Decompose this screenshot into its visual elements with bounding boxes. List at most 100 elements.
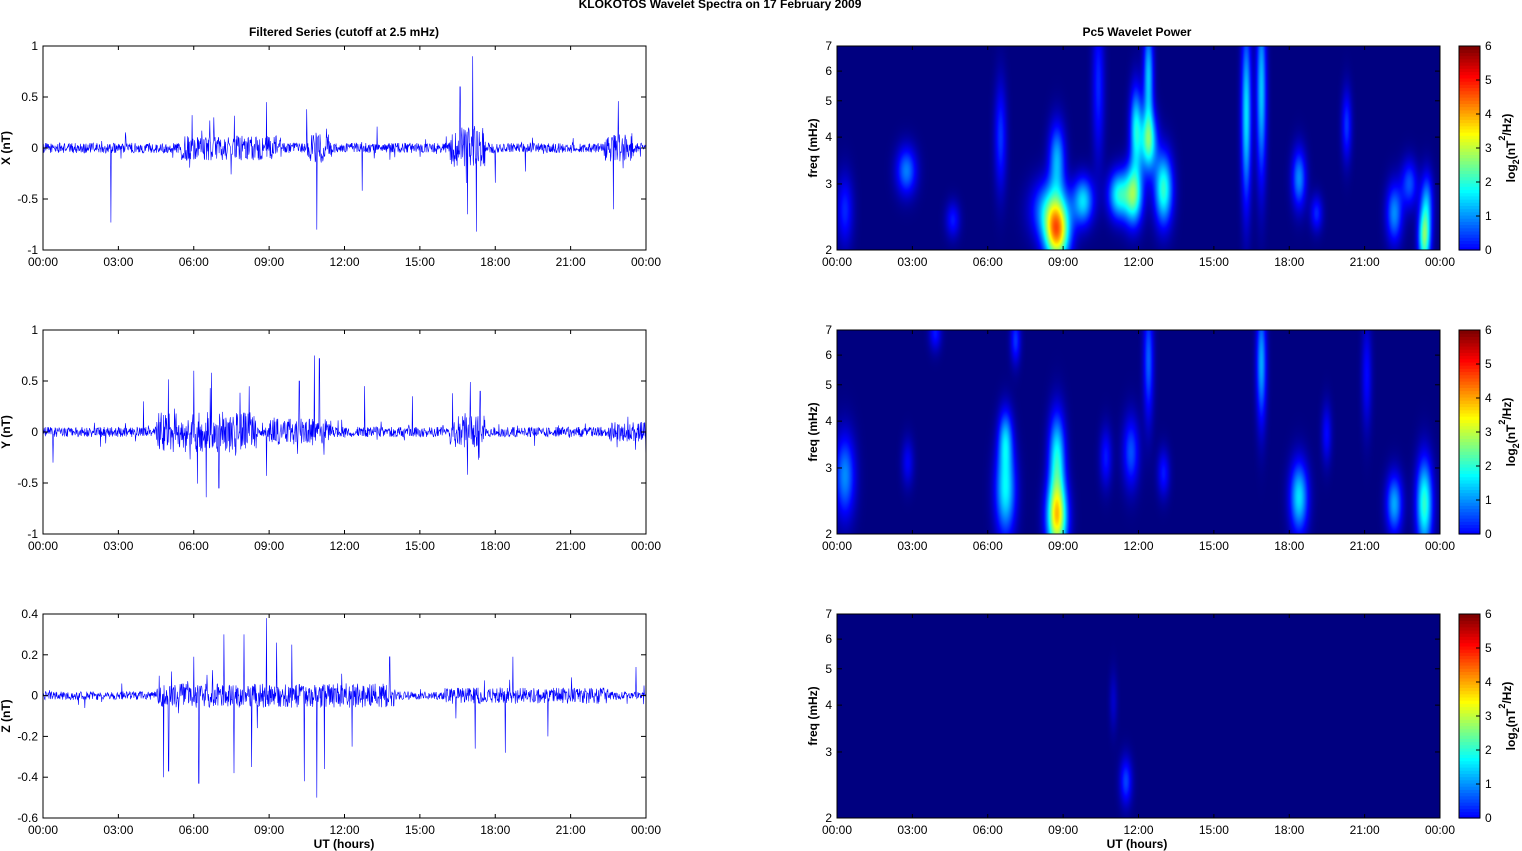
- x-wavelet-power-colorbar-step: [1459, 84, 1480, 89]
- y-wavelet-power-colorbar-tick-label-2: 2: [1485, 459, 1492, 473]
- y-series-ytick-label-1: -0.5: [17, 476, 38, 490]
- y-wavelet-power-colorbar-step: [1459, 384, 1480, 388]
- x-wavelet-power-ytick-label-3: 5: [825, 94, 832, 108]
- y-wavelet-power-colorbar-step: [1459, 425, 1480, 430]
- x-wavelet-power-colorbar-step: [1459, 52, 1480, 57]
- z-wavelet-power-colorbar-tick-label-6: 6: [1485, 607, 1492, 621]
- y-wavelet-power-ytick-label-5: 7: [825, 323, 832, 337]
- x-series-ytick-label-4: 1: [31, 39, 38, 53]
- z-wavelet-power-colorbar-step: [1459, 716, 1480, 720]
- z-wavelet-power-colorbar-step: [1459, 741, 1480, 746]
- y-wavelet-power-colorbar-step: [1459, 342, 1480, 347]
- left-x-axis-label: UT (hours): [314, 837, 375, 851]
- x-wavelet-power-colorbar-step: [1459, 221, 1480, 226]
- z-series-ylabel: Z (nT): [0, 699, 13, 732]
- x-wavelet-power-colorbar-step: [1459, 77, 1480, 82]
- z-series-panel: -0.6 -0.4 -0.2 0 0.2 0.4 00:00 03:00 06:00 09:00 1…: [0, 607, 661, 837]
- y-wavelet-power-colorbar-step: [1459, 355, 1480, 360]
- x-wavelet-power-colorbar-step: [1459, 189, 1480, 194]
- y-wavelet-power-colorbar-step: [1459, 489, 1480, 494]
- x-wavelet-power-colorbar-step: [1459, 192, 1480, 197]
- y-series-ytick-label-2: 0: [31, 425, 38, 439]
- z-wavelet-power-colorbar-step: [1459, 811, 1480, 816]
- x-wavelet-power-colorbar-tick-label-3: 3: [1485, 141, 1492, 155]
- y-wavelet-power-xtick-label-2: 06:00: [973, 539, 1003, 553]
- z-wavelet-power-colorbar-step: [1459, 754, 1480, 759]
- y-wavelet-power-colorbar-step: [1459, 403, 1480, 408]
- z-wavelet-power-colorbar-step: [1459, 684, 1480, 688]
- z-wavelet-power-colorbar-step: [1459, 744, 1480, 749]
- z-wavelet-power-colorbar-step: [1459, 763, 1480, 768]
- x-wavelet-power-power-map: [837, 46, 1440, 250]
- z-wavelet-power-colorbar-step: [1459, 696, 1480, 701]
- x-wavelet-power-colorbar-step: [1459, 211, 1480, 216]
- x-wavelet-power-colorbar-step: [1459, 218, 1480, 222]
- z-wavelet-power-colorbar-step: [1459, 626, 1480, 631]
- y-wavelet-power-colorbar-step: [1459, 505, 1480, 510]
- z-wavelet-power-colorbar-step: [1459, 767, 1480, 771]
- z-series-xtick-label-0: 00:00: [28, 823, 58, 837]
- x-wavelet-power-colorbar-step: [1459, 71, 1480, 76]
- x-series-ytick-label-1: -0.5: [17, 192, 38, 206]
- colorbar-label-part: log: [1504, 448, 1518, 466]
- x-wavelet-power-colorbar-step: [1459, 173, 1480, 178]
- colorbar-label-part: 2: [1497, 420, 1507, 425]
- z-wavelet-power-colorbar-step: [1459, 760, 1480, 765]
- y-wavelet-power-colorbar-step: [1459, 432, 1480, 436]
- y-series-xtick-label-4: 12:00: [329, 539, 359, 553]
- y-series-ytick-label-3: 0.5: [21, 374, 38, 388]
- x-wavelet-power-colorbar-step: [1459, 65, 1480, 69]
- z-wavelet-power-colorbar-step: [1459, 671, 1480, 676]
- z-wavelet-power-colorbar-step: [1459, 757, 1480, 762]
- z-wavelet-power-xtick-label-4: 12:00: [1123, 823, 1153, 837]
- z-wavelet-power-colorbar-step: [1459, 649, 1480, 653]
- x-wavelet-power-colorbar-step: [1459, 138, 1480, 143]
- y-wavelet-power-colorbar-step: [1459, 447, 1480, 452]
- y-wavelet-power-colorbar-step: [1459, 371, 1480, 376]
- y-wavelet-power-colorbar-step: [1459, 400, 1480, 404]
- x-wavelet-power-colorbar-step: [1459, 106, 1480, 111]
- colorbar-label-part: (nT: [1504, 424, 1518, 443]
- z-wavelet-power-colorbar-step: [1459, 792, 1480, 797]
- x-series-ylabel: X (nT): [0, 131, 13, 165]
- y-wavelet-power-xtick-label-0: 00:00: [822, 539, 852, 553]
- x-wavelet-power-colorbar-step: [1459, 208, 1480, 213]
- z-wavelet-power-xtick-label-2: 06:00: [973, 823, 1003, 837]
- z-series-plot-area: [43, 614, 646, 818]
- y-wavelet-power-colorbar-step: [1459, 483, 1480, 487]
- x-wavelet-power-colorbar-step: [1459, 87, 1480, 92]
- y-series-xtick-label-6: 18:00: [480, 539, 510, 553]
- x-wavelet-power-colorbar-step: [1459, 116, 1480, 120]
- z-wavelet-power-ytick-label-2: 4: [825, 698, 832, 712]
- z-wavelet-power-colorbar-step: [1459, 614, 1480, 618]
- y-series-xtick-label-1: 03:00: [103, 539, 133, 553]
- colorbar-label-part: 2: [1511, 727, 1521, 732]
- y-wavelet-power-colorbar-step: [1459, 463, 1480, 468]
- y-wavelet-power-colorbar-step: [1459, 441, 1480, 446]
- colorbar-label-part: /Hz): [1500, 682, 1514, 704]
- y-wavelet-power-colorbar-step: [1459, 349, 1480, 353]
- x-wavelet-power-colorbar-step: [1459, 58, 1480, 63]
- z-wavelet-power-colorbar-step: [1459, 693, 1480, 698]
- y-wavelet-power-colorbar-tick-label-4: 4: [1485, 391, 1492, 405]
- x-wavelet-power-colorbar-step: [1459, 199, 1480, 203]
- y-wavelet-power-colorbar-tick-label-0: 0: [1485, 527, 1492, 541]
- x-wavelet-power-colorbar-step: [1459, 243, 1480, 248]
- x-series-ytick-label-2: 0: [31, 141, 38, 155]
- z-wavelet-power-colorbar-step: [1459, 661, 1480, 666]
- x-wavelet-power-colorbar-step: [1459, 154, 1480, 159]
- left-column-title: Filtered Series (cutoff at 2.5 mHz): [249, 25, 439, 39]
- z-wavelet-power-colorbar-step: [1459, 782, 1480, 787]
- x-wavelet-power-colorbar-step: [1459, 234, 1480, 238]
- y-wavelet-power-colorbar-step: [1459, 435, 1480, 439]
- y-wavelet-power-colorbar-step: [1459, 390, 1480, 395]
- z-wavelet-power-xtick-label-5: 15:00: [1199, 823, 1229, 837]
- z-series-ytick-label-0: -0.6: [17, 811, 38, 825]
- y-series-panel: -1 -0.5 0 0.5 1 00:00 03:00 06:00 09:00 12:00 15:0…: [0, 323, 661, 553]
- y-wavelet-power-colorbar-step: [1459, 511, 1480, 516]
- z-wavelet-power-colorbar-step: [1459, 795, 1480, 800]
- x-wavelet-power-colorbar-tick-label-2: 2: [1485, 175, 1492, 189]
- y-series-ytick-label-0: -1: [27, 527, 38, 541]
- z-wavelet-power-colorbar-step: [1459, 712, 1480, 717]
